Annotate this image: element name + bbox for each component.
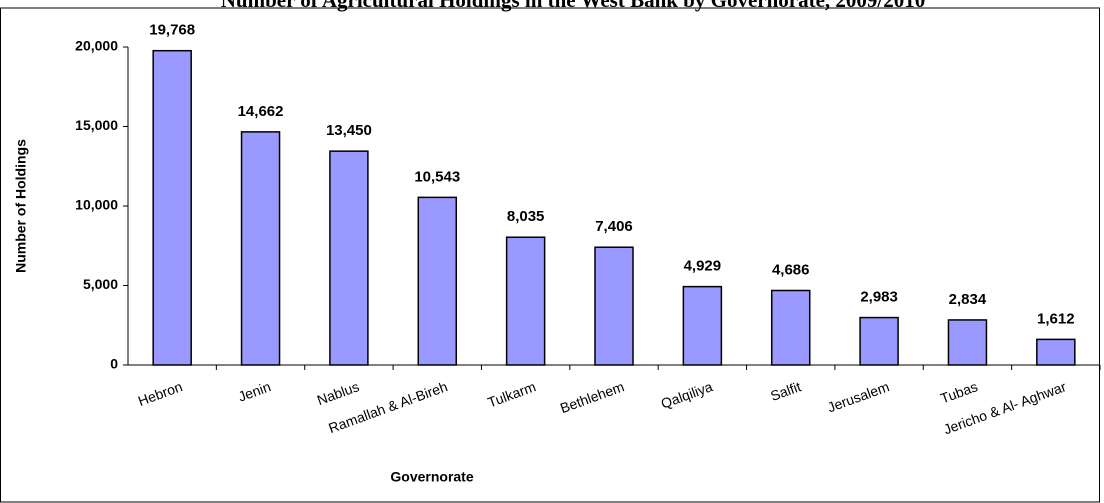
bar: [152, 49, 192, 366]
x-axis-label: Governorate: [390, 469, 473, 485]
x-tick-label: Hebron: [136, 378, 185, 409]
y-tick-label: 0: [110, 356, 118, 372]
x-tick-label: Jenin: [236, 378, 273, 404]
data-label: 2,834: [949, 291, 987, 308]
data-label: 10,543: [414, 168, 460, 185]
data-label: 7,406: [595, 218, 633, 235]
chart-title: Number of Agricultural Holdings in the W…: [221, 0, 926, 12]
data-label: 4,686: [772, 261, 810, 278]
x-tick-label: Jerusalem: [825, 378, 891, 415]
bar: [505, 236, 546, 366]
x-tick-label: Qalqiliya: [659, 378, 715, 411]
y-tick-label: 15,000: [75, 117, 118, 133]
bar: [594, 246, 634, 366]
bar: [240, 131, 281, 366]
data-label: 14,662: [238, 103, 284, 120]
x-tick-label: Tubas: [938, 378, 980, 406]
x-tick-label: Salfit: [768, 378, 803, 404]
y-tick-label: 10,000: [75, 197, 118, 213]
bar: [682, 285, 723, 366]
bar: [947, 319, 988, 366]
bar: [1036, 338, 1076, 366]
data-label: 2,983: [860, 289, 898, 306]
y-tick-label: 20,000: [75, 38, 118, 54]
x-tick-label: Nablus: [315, 378, 361, 408]
data-label: 1,612: [1037, 310, 1075, 327]
data-label: 4,929: [684, 258, 722, 275]
bar: [417, 196, 458, 366]
bar: [329, 150, 369, 366]
x-tick-label: Tulkarm: [485, 378, 538, 410]
data-label: 19,768: [149, 22, 195, 39]
bar: [859, 316, 899, 366]
y-tick-label: 5,000: [83, 276, 118, 292]
x-tick-label: Bethlehem: [558, 378, 626, 416]
y-axis-label: Number of Holdings: [13, 139, 29, 273]
chart-frame: [0, 7, 1100, 503]
data-label: 13,450: [326, 122, 372, 139]
bar: [770, 289, 811, 366]
data-label: 8,035: [507, 208, 545, 225]
